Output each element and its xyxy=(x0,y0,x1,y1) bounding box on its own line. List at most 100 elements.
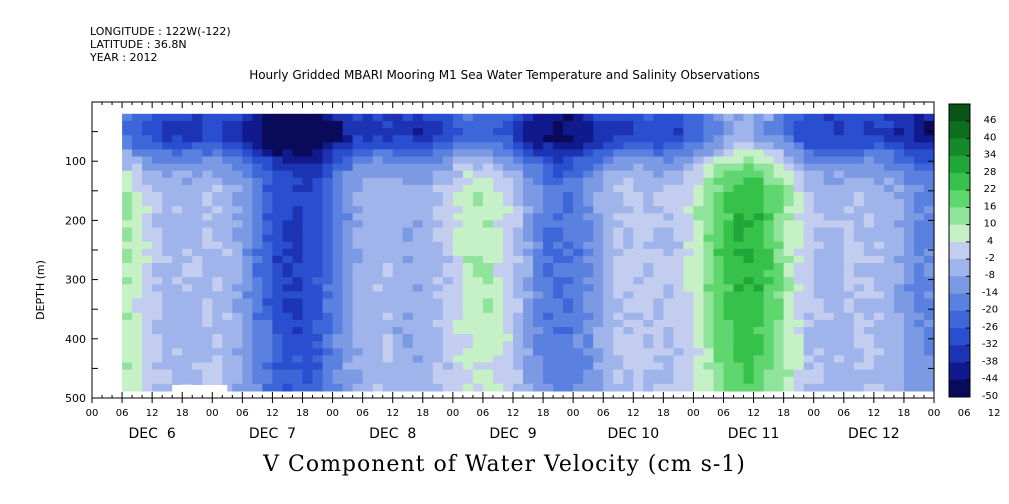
heatmap-cell xyxy=(743,334,755,342)
heatmap-cell xyxy=(292,248,304,257)
heatmap-cell xyxy=(753,128,765,136)
x-tick-label: 00 xyxy=(446,408,459,419)
heatmap-cell xyxy=(893,199,905,207)
heatmap-cell xyxy=(302,135,314,143)
heatmap-cell xyxy=(783,334,795,342)
heatmap-cell xyxy=(833,177,845,186)
heatmap-cell xyxy=(362,376,374,385)
heatmap-cell xyxy=(753,319,765,328)
heatmap-cell xyxy=(813,234,825,243)
heatmap-cell xyxy=(713,355,725,364)
heatmap-cell xyxy=(322,305,334,314)
heatmap-cell xyxy=(633,319,644,328)
heatmap-cell xyxy=(843,206,855,214)
heatmap-cell xyxy=(663,149,674,158)
heatmap-cell xyxy=(493,291,504,300)
heatmap-cell xyxy=(182,220,193,229)
heatmap-cell xyxy=(392,305,404,314)
heatmap-cell xyxy=(162,263,173,271)
heatmap-cell xyxy=(653,298,664,307)
heatmap-cell xyxy=(142,369,153,378)
heatmap-cell xyxy=(382,184,394,193)
heatmap-cell xyxy=(843,284,855,292)
heatmap-cell xyxy=(853,142,865,150)
heatmap-cell xyxy=(753,284,765,292)
heatmap-cell xyxy=(513,199,524,207)
heatmap-cell xyxy=(262,192,273,200)
heatmap-cell xyxy=(342,312,354,321)
heatmap-cell xyxy=(753,192,765,200)
heatmap-cell xyxy=(853,170,865,179)
heatmap-cell xyxy=(523,163,534,172)
heatmap-cell xyxy=(633,213,644,221)
heatmap-cell xyxy=(873,319,885,328)
heatmap-cell xyxy=(402,369,414,378)
heatmap-cell xyxy=(553,270,564,278)
heatmap-cell xyxy=(533,156,544,165)
heatmap-cell xyxy=(472,120,484,129)
heatmap-cell xyxy=(513,149,524,158)
heatmap-cell xyxy=(513,291,524,300)
heatmap-cell xyxy=(883,177,895,186)
heatmap-cell xyxy=(633,227,644,236)
heatmap-cell xyxy=(633,284,644,292)
heatmap-cell xyxy=(543,234,554,243)
heatmap-cell xyxy=(903,291,915,300)
heatmap-cell xyxy=(914,376,925,385)
heatmap-cell xyxy=(172,192,183,200)
heatmap-cell xyxy=(252,113,263,122)
heatmap-cell xyxy=(282,113,294,122)
heatmap-cell xyxy=(523,149,534,158)
heatmap-cell xyxy=(563,305,574,314)
heatmap-cell xyxy=(903,284,915,292)
heatmap-cell xyxy=(873,220,885,229)
heatmap-cell xyxy=(653,270,664,278)
heatmap-cell xyxy=(903,348,915,356)
heatmap-cell xyxy=(523,241,534,250)
x-tick-label: 12 xyxy=(146,408,159,419)
heatmap-cell xyxy=(412,128,424,136)
heatmap-cell xyxy=(362,284,374,292)
heatmap-cell xyxy=(703,362,715,371)
heatmap-cell xyxy=(583,341,594,349)
heatmap-cell xyxy=(142,241,153,250)
heatmap-cell xyxy=(352,135,364,143)
heatmap-cell xyxy=(763,298,775,307)
heatmap-cell xyxy=(523,234,534,243)
heatmap-cell xyxy=(543,213,554,221)
heatmap-cell xyxy=(663,327,674,335)
heatmap-cell xyxy=(322,248,334,257)
heatmap-cell xyxy=(342,177,354,186)
heatmap-cell xyxy=(503,149,514,158)
heatmap-cell xyxy=(543,184,554,193)
heatmap-cell xyxy=(472,270,484,278)
heatmap-cell xyxy=(432,277,444,285)
heatmap-cell xyxy=(513,120,524,129)
heatmap-cell xyxy=(442,270,454,278)
heatmap-cell xyxy=(442,170,454,179)
heatmap-cell xyxy=(673,128,684,136)
heatmap-cell xyxy=(753,327,765,335)
heatmap-cell xyxy=(332,369,344,378)
heatmap-cell xyxy=(603,248,614,257)
heatmap-cell xyxy=(823,383,835,392)
heatmap-cell xyxy=(803,220,815,229)
heatmap-cell xyxy=(683,291,694,300)
heatmap-cell xyxy=(162,163,173,172)
heatmap-cell xyxy=(152,319,163,328)
heatmap-cell xyxy=(823,291,835,300)
heatmap-cell xyxy=(262,383,273,392)
heatmap-cell xyxy=(172,348,183,356)
heatmap-cell xyxy=(182,284,193,292)
heatmap-cell xyxy=(583,248,594,257)
heatmap-cell xyxy=(332,128,344,136)
heatmap-cell xyxy=(352,177,364,186)
heatmap-cell xyxy=(262,248,273,257)
heatmap-cell xyxy=(893,142,905,150)
heatmap-cell xyxy=(873,383,885,392)
heatmap-cell xyxy=(803,277,815,285)
heatmap-cell xyxy=(122,355,133,364)
heatmap-cell xyxy=(653,170,664,179)
heatmap-cell xyxy=(482,327,494,335)
heatmap-cell xyxy=(132,192,143,200)
